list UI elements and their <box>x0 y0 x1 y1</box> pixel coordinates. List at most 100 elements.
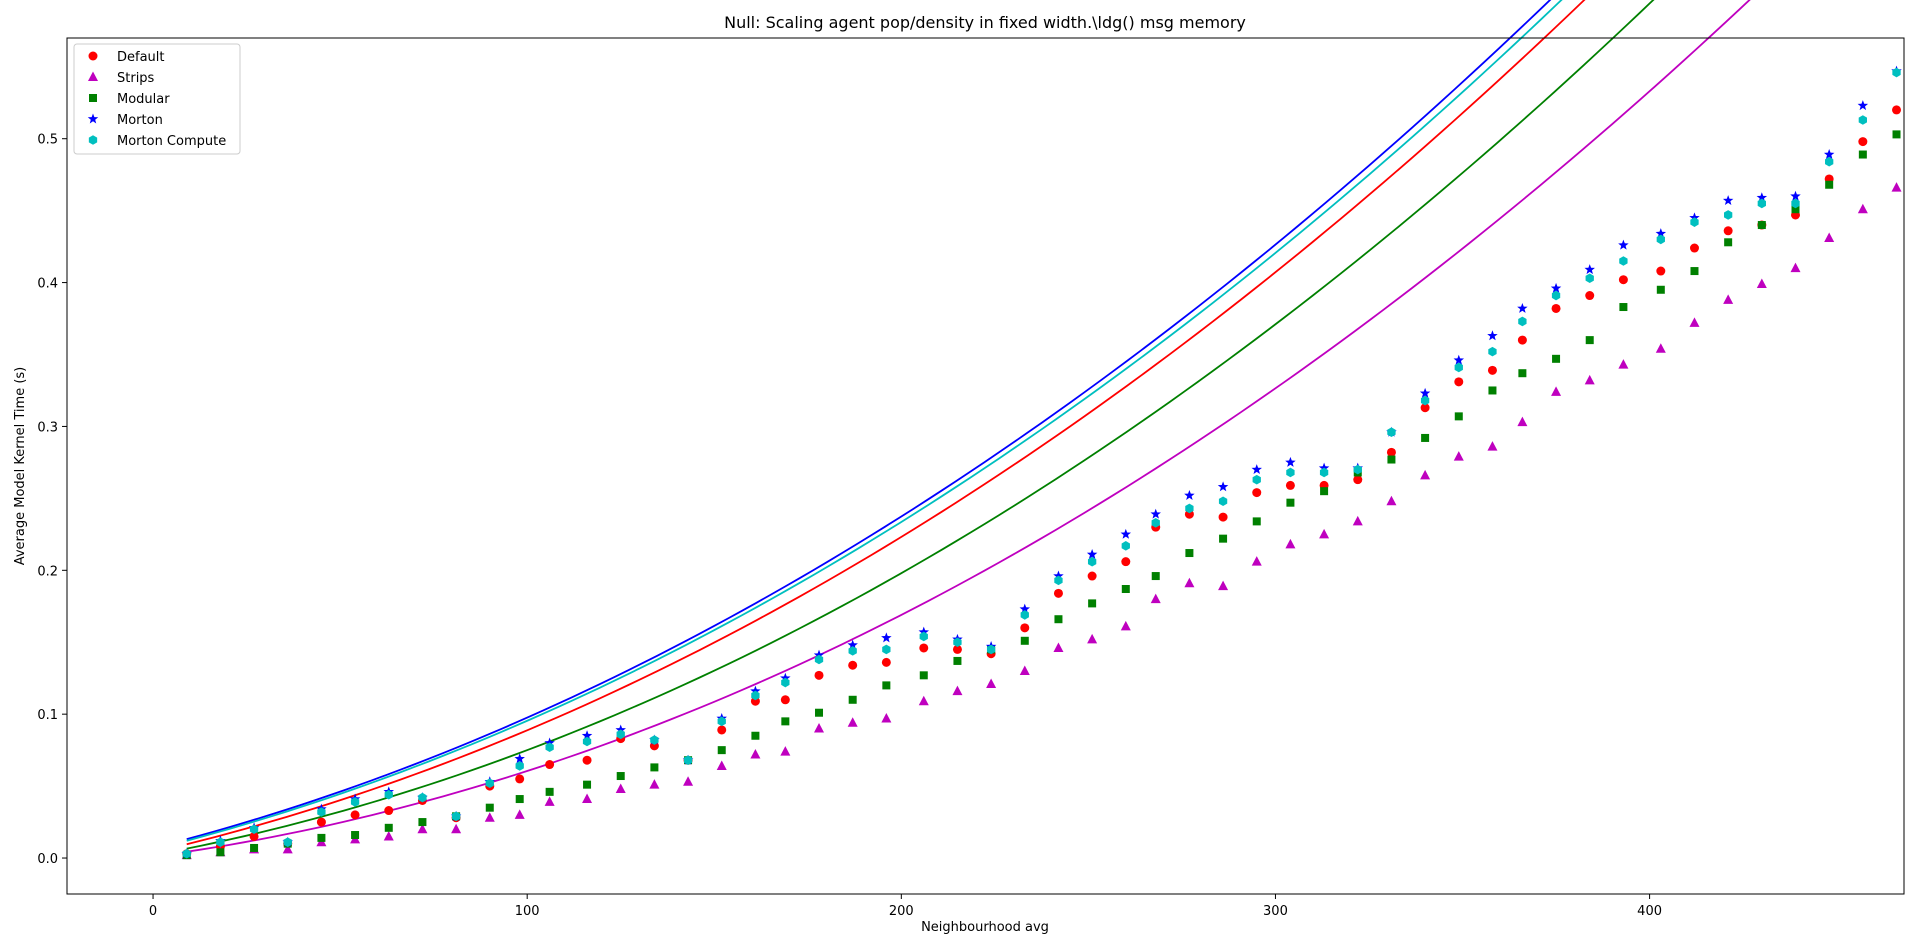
data-point <box>1857 203 1868 214</box>
data-point <box>485 778 494 789</box>
data-markers <box>181 65 1902 860</box>
data-point <box>1387 455 1396 464</box>
data-point <box>649 779 660 789</box>
data-point <box>1825 156 1834 167</box>
legend-item-strips: Strips <box>88 71 155 86</box>
data-point <box>1087 571 1097 581</box>
data-point <box>1185 503 1194 514</box>
data-point <box>1218 496 1228 507</box>
data-point <box>815 708 824 717</box>
data-point <box>1285 480 1295 490</box>
data-point <box>1656 266 1666 276</box>
data-point <box>1517 302 1528 313</box>
data-point <box>1892 130 1901 139</box>
data-point <box>1151 572 1160 581</box>
data-point <box>1420 403 1430 413</box>
data-point <box>451 811 461 822</box>
data-point <box>1724 238 1733 247</box>
data-point <box>1825 180 1834 189</box>
data-point <box>1353 464 1362 475</box>
data-point <box>1252 474 1261 485</box>
data-point <box>1420 395 1430 406</box>
fit-line-default <box>186 0 1586 846</box>
legend-item-morton: Morton <box>87 113 163 128</box>
data-point <box>451 823 462 834</box>
data-point <box>582 736 592 747</box>
data-point <box>847 639 858 650</box>
data-point <box>1251 556 1262 566</box>
data-point <box>616 729 625 740</box>
data-point <box>751 731 760 740</box>
data-point <box>1550 282 1562 293</box>
data-point <box>1518 316 1527 327</box>
legend-label: Morton Compute <box>117 134 226 149</box>
data-point <box>581 730 593 741</box>
data-point <box>1618 359 1629 369</box>
data-point <box>881 712 892 723</box>
fit-line-modular <box>186 0 1655 850</box>
data-point <box>1087 633 1098 644</box>
data-point <box>583 780 592 789</box>
fit-line-morton <box>186 0 1552 840</box>
data-point <box>1551 290 1561 301</box>
data-point <box>1656 234 1665 245</box>
data-point <box>383 830 394 841</box>
data-point <box>1184 489 1195 500</box>
data-point <box>1756 278 1767 289</box>
data-point <box>1454 412 1463 421</box>
data-point <box>1585 336 1594 345</box>
data-point <box>953 656 962 665</box>
data-point <box>1121 541 1130 551</box>
y-tick-label: 0.2 <box>37 564 58 579</box>
data-point <box>616 772 625 781</box>
data-point <box>683 755 693 766</box>
data-point <box>1386 495 1397 506</box>
data-point <box>1585 291 1595 301</box>
data-point <box>881 657 891 667</box>
data-point <box>781 677 790 688</box>
data-point <box>582 793 593 804</box>
data-point <box>780 746 791 756</box>
data-point <box>1757 221 1766 230</box>
data-point <box>1689 317 1700 327</box>
data-point <box>750 685 761 696</box>
data-point <box>1723 294 1734 304</box>
data-point <box>1185 549 1194 558</box>
x-tick-label: 200 <box>889 904 914 919</box>
data-point <box>384 789 393 800</box>
data-point <box>1791 205 1800 214</box>
data-point <box>1217 481 1229 492</box>
legend-item-morton-compute: Morton Compute <box>88 134 226 149</box>
data-point <box>1487 441 1498 451</box>
data-point <box>1584 264 1595 275</box>
data-point <box>1823 149 1835 159</box>
x-tick-label: 300 <box>1263 904 1288 919</box>
data-point <box>615 783 626 793</box>
data-point <box>350 797 360 807</box>
data-point <box>1690 217 1699 227</box>
data-point <box>545 760 555 770</box>
data-point <box>683 776 694 786</box>
data-point <box>544 737 555 748</box>
legend-marker <box>87 113 99 124</box>
data-point <box>1088 599 1097 608</box>
data-point <box>1517 335 1527 345</box>
data-point <box>1386 447 1396 457</box>
data-point <box>216 837 225 848</box>
data-point <box>384 806 394 816</box>
y-tick-label: 0.1 <box>37 708 58 723</box>
data-point <box>1219 534 1228 543</box>
legend-marker <box>88 71 98 81</box>
data-point <box>1517 416 1528 427</box>
data-point <box>1723 226 1733 236</box>
axes-background <box>67 38 1904 894</box>
data-point <box>1054 615 1063 624</box>
data-point <box>1892 105 1902 115</box>
data-point <box>1722 195 1734 206</box>
data-point <box>1150 508 1161 519</box>
data-point <box>1285 456 1296 467</box>
data-point <box>250 843 259 852</box>
data-point <box>1420 469 1431 480</box>
data-point <box>350 810 360 820</box>
